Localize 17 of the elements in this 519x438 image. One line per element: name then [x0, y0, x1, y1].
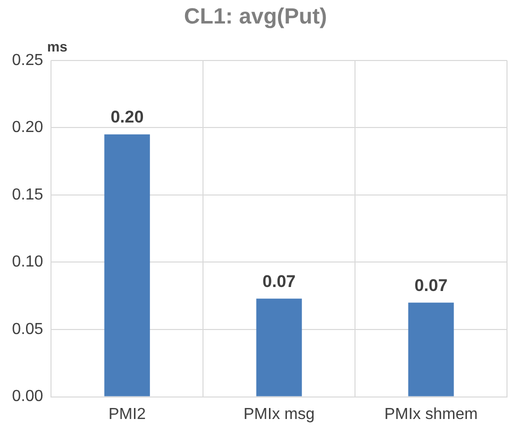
x-tick-label: PMIx shmem [384, 406, 478, 423]
bar [256, 298, 302, 396]
y-tick-label: 0.20 [12, 119, 44, 136]
x-tick-label: PMI2 [108, 406, 146, 423]
y-tick-label: 0.00 [12, 388, 44, 406]
y-axis-title: ms [47, 38, 68, 54]
y-tick-label: 0.10 [12, 254, 44, 271]
data-label: 0.20 [110, 108, 144, 127]
bar [408, 302, 454, 396]
y-tick-label: 0.05 [12, 320, 44, 338]
y-tick-label: 0.25 [12, 52, 44, 69]
data-label: 0.07 [414, 276, 448, 295]
x-tick-label: PMIx msg [244, 406, 315, 423]
data-label: 0.07 [262, 272, 296, 291]
bar [104, 134, 150, 396]
chart-title: CL1: avg(Put) [184, 3, 327, 28]
y-tick-label: 0.15 [12, 186, 44, 204]
